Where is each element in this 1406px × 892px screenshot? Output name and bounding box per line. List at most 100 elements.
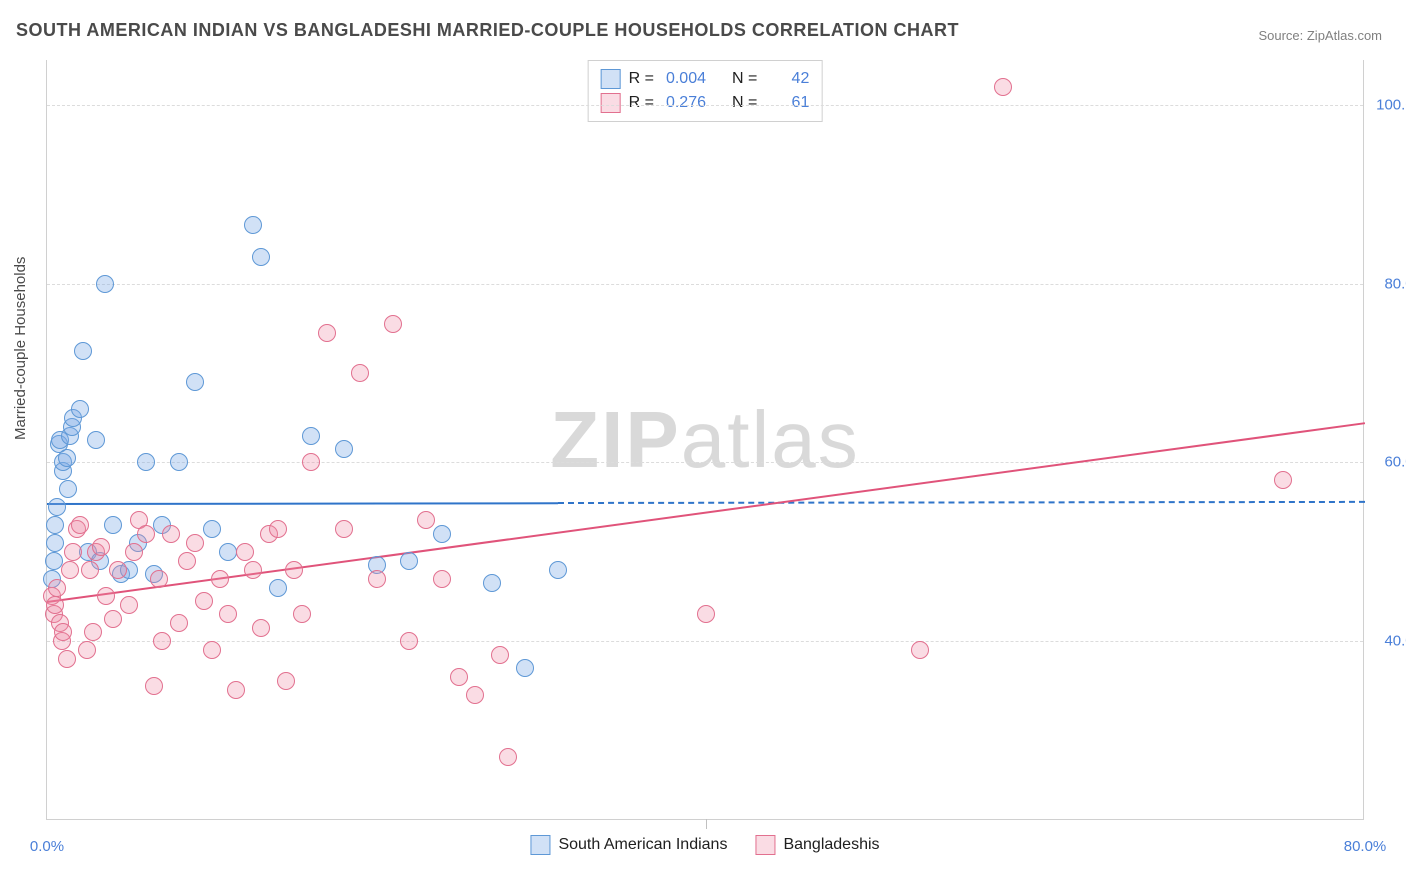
legend-swatch [601,93,621,113]
scatter-point [697,605,715,623]
scatter-point [244,216,262,234]
trend-line [47,502,558,505]
legend-n-label: N = [732,67,757,91]
scatter-point [252,619,270,637]
legend-stats: R =0.004N =42R =0.276N =61 [588,60,823,122]
scatter-point [109,561,127,579]
scatter-point [104,610,122,628]
legend-label: Bangladeshis [783,836,879,854]
x-tick-label: 80.0% [1344,838,1387,855]
scatter-point [302,453,320,471]
scatter-point [45,552,63,570]
scatter-point [252,248,270,266]
legend-item: Bangladeshis [755,835,879,855]
scatter-point [318,324,336,342]
scatter-point [104,516,122,534]
scatter-point [219,543,237,561]
legend-item: South American Indians [530,835,727,855]
scatter-point [911,641,929,659]
x-tick-label: 0.0% [30,838,64,855]
scatter-point [170,453,188,471]
scatter-point [549,561,567,579]
y-tick-label: 80.0% [1371,275,1406,292]
gridline [47,105,1363,106]
legend-label: South American Indians [558,836,727,854]
scatter-point [71,516,89,534]
scatter-point [137,525,155,543]
scatter-point [302,427,320,445]
scatter-point [400,632,418,650]
scatter-point [61,561,79,579]
legend-r-value: 0.004 [662,67,706,91]
legend-r-label: R = [629,91,654,115]
scatter-point [516,659,534,677]
scatter-point [84,623,102,641]
y-axis-title: Married-couple Households [12,257,29,440]
scatter-point [285,561,303,579]
watermark: ZIPatlas [550,394,859,486]
scatter-point [59,480,77,498]
scatter-point [277,672,295,690]
legend-n-value: 42 [765,67,809,91]
scatter-point [219,605,237,623]
scatter-point [150,570,168,588]
legend-swatch [601,69,621,89]
scatter-point [145,677,163,695]
scatter-point [137,453,155,471]
scatter-point [170,614,188,632]
scatter-point [96,275,114,293]
legend-stat-row: R =0.276N =61 [601,91,810,115]
scatter-point [64,543,82,561]
scatter-point [483,574,501,592]
scatter-point [162,525,180,543]
scatter-point [499,748,517,766]
scatter-point [417,511,435,529]
legend-n-value: 61 [765,91,809,115]
scatter-point [58,449,76,467]
scatter-point [351,364,369,382]
scatter-point [74,342,92,360]
legend-swatch [755,835,775,855]
scatter-point [120,596,138,614]
scatter-point [186,534,204,552]
scatter-point [1274,471,1292,489]
scatter-point [92,538,110,556]
scatter-point [203,520,221,538]
scatter-point [203,641,221,659]
scatter-point [269,520,287,538]
legend-n-label: N = [732,91,757,115]
scatter-point [236,543,254,561]
scatter-point [450,668,468,686]
legend-swatch [530,835,550,855]
scatter-point [46,596,64,614]
scatter-point [46,516,64,534]
scatter-point [97,587,115,605]
trend-line [47,422,1365,603]
legend-stat-row: R = 0.004 N = 42 [601,67,810,91]
scatter-point [400,552,418,570]
y-tick-label: 60.0% [1371,454,1406,471]
chart-title: SOUTH AMERICAN INDIAN VS BANGLADESHI MAR… [16,20,959,41]
scatter-point [293,605,311,623]
scatter-point [58,650,76,668]
legend-r-label: R = [629,67,654,91]
x-tick-mark [706,819,707,829]
y-tick-label: 40.0% [1371,633,1406,650]
gridline [47,284,1363,285]
scatter-point [269,579,287,597]
scatter-point [466,686,484,704]
scatter-point [81,561,99,579]
scatter-point [368,570,386,588]
scatter-point [87,431,105,449]
scatter-point [433,570,451,588]
y-tick-label: 100.0% [1371,96,1406,113]
scatter-point [195,592,213,610]
scatter-point [54,623,72,641]
source-label: Source: ZipAtlas.com [1258,28,1382,43]
legend-series: South American Indians Bangladeshis [530,835,879,855]
scatter-plot: ZIPatlas R =0.004N =42R =0.276N =61 Sout… [46,60,1364,820]
scatter-point [48,579,66,597]
scatter-point [227,681,245,699]
scatter-point [153,632,171,650]
scatter-point [433,525,451,543]
